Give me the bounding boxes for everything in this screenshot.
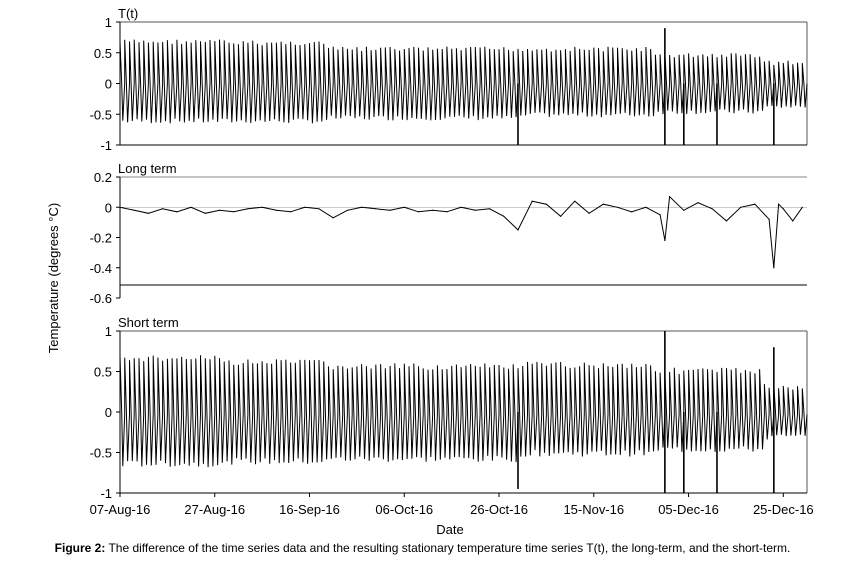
data-point: [616, 206, 619, 208]
x-tick-label: 16-Sep-16: [279, 502, 340, 517]
data-point: [489, 208, 491, 210]
data-point: [517, 229, 519, 231]
x-tick-label: 05-Dec-16: [658, 502, 719, 517]
panel-long-term: 0.2 0 -0.2 -0.4 -0.6 Long term: [90, 161, 807, 306]
data-point: [346, 209, 348, 211]
y-tick-label: 0: [105, 200, 112, 215]
data-point: [631, 211, 633, 213]
data-point: [602, 203, 604, 205]
x-tick-label: 26-Oct-16: [470, 502, 528, 517]
data-point: [754, 203, 756, 205]
data-point: [389, 209, 391, 211]
figure-caption: Figure 2: The difference of the time ser…: [0, 541, 845, 555]
panel-short-term: 1 0.5 0 -0.5 -1 Short term 07-Aug-16 27-Aug-16 1…: [90, 315, 814, 517]
data-point: [574, 200, 576, 202]
data-point: [133, 209, 135, 211]
data-point: [711, 208, 713, 210]
data-point: [588, 212, 590, 214]
panel-title: Short term: [118, 315, 179, 330]
caption-text: The difference of the time series data a…: [105, 541, 791, 555]
data-point: [697, 202, 699, 204]
data-point: [233, 211, 235, 213]
data-point: [432, 209, 434, 211]
y-tick-label: 1: [105, 15, 112, 30]
x-tick-label: 25-Dec-16: [753, 502, 814, 517]
data-point: [304, 206, 306, 208]
y-tick-label: -0.6: [90, 291, 112, 306]
figure: 1 0.5 0 -0.5 -1 T(t) 0.2 0 -0.2 -0.4 -0.6 Long ter…: [46, 6, 814, 537]
data-point: [162, 208, 164, 210]
x-tick-label: 15-Nov-16: [563, 502, 624, 517]
series-line: [119, 355, 808, 468]
data-point: [147, 212, 149, 214]
data-point: [545, 203, 548, 205]
panel-title: T(t): [118, 6, 138, 21]
y-tick-label: -1: [100, 486, 112, 501]
y-axis-label: Temperature (degrees °C): [46, 203, 61, 353]
x-tick-label: 06-Oct-16: [375, 502, 433, 517]
y-tick-label: -0.5: [90, 107, 112, 122]
y-tick-label: -0.4: [90, 261, 112, 276]
x-axis-label: Date: [436, 522, 463, 537]
data-point: [190, 206, 192, 208]
y-tick-label: 1: [105, 324, 112, 339]
y-tick-label: 0.5: [94, 365, 112, 380]
data-point: [119, 206, 121, 208]
data-point: [318, 208, 320, 210]
data-point: [417, 211, 420, 213]
data-point: [659, 214, 661, 216]
data-point: [531, 200, 533, 202]
data-point: [218, 209, 221, 211]
data-point: [261, 206, 263, 208]
data-point: [446, 211, 448, 213]
data-point: [503, 215, 505, 217]
y-tick-label: -0.2: [90, 231, 112, 246]
y-tick-label: 0.2: [94, 170, 112, 185]
data-point: [778, 203, 780, 205]
chart-svg: 1 0.5 0 -0.5 -1 T(t) 0.2 0 -0.2 -0.4 -0.6 Long ter…: [46, 6, 814, 537]
x-tick-label: 27-Aug-16: [184, 502, 245, 517]
data-point: [669, 196, 671, 198]
data-point: [740, 206, 742, 208]
data-point: [361, 206, 363, 208]
y-tick-label: 0: [105, 77, 112, 92]
y-tick-label: 0.5: [94, 46, 112, 61]
data-point: [725, 220, 728, 222]
data-point: [782, 208, 784, 210]
caption-label: Figure 2:: [54, 541, 106, 555]
panel-title: Long term: [118, 161, 177, 176]
data-point: [403, 206, 405, 208]
data-point: [375, 208, 377, 210]
panel-tt: 1 0.5 0 -0.5 -1 T(t): [90, 6, 808, 153]
data-point: [332, 217, 334, 219]
data-point: [773, 267, 775, 269]
data-point: [204, 212, 206, 214]
data-point: [801, 206, 803, 208]
data-point: [645, 206, 647, 208]
x-tick-label: 07-Aug-16: [90, 502, 151, 517]
data-point: [290, 211, 292, 213]
series-line: [119, 39, 808, 124]
data-point: [460, 206, 462, 208]
data-point: [275, 209, 277, 211]
y-tick-label: -1: [100, 138, 112, 153]
data-point: [683, 209, 685, 211]
data-point: [664, 239, 666, 242]
data-point: [560, 215, 562, 217]
data-point: [768, 218, 770, 220]
data-point: [176, 211, 178, 213]
y-tick-label: -0.5: [90, 446, 112, 461]
data-point: [792, 220, 794, 222]
y-tick-label: 0: [105, 405, 112, 420]
data-point: [474, 209, 476, 211]
data-point: [247, 208, 249, 210]
